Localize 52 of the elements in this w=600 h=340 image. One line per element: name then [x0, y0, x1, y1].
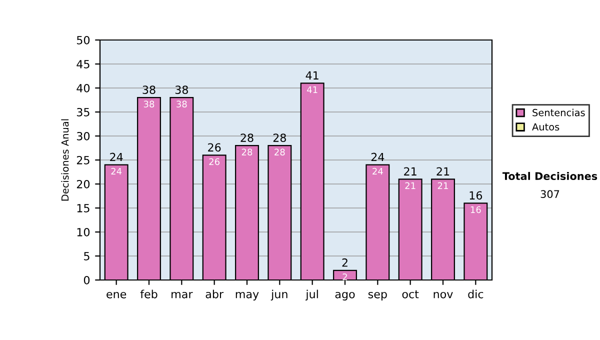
- total-label: 41: [306, 71, 318, 80]
- y-tick-label: 30: [76, 132, 90, 140]
- x-tick-label: ago: [335, 292, 355, 300]
- y-tick-label: 35: [76, 108, 90, 116]
- y-tick-label: 5: [84, 252, 90, 260]
- x-tick-label: feb: [140, 290, 158, 298]
- y-tick-label: 50: [76, 36, 90, 44]
- y-tick-label: 0: [84, 276, 90, 284]
- text: 307: [540, 190, 560, 198]
- data-label: 2: [342, 273, 347, 280]
- y-tick-label: 25: [76, 156, 90, 164]
- data-label: 28: [242, 148, 252, 156]
- data-label: 24: [111, 168, 122, 175]
- legend-label: Sentencias: [532, 108, 585, 116]
- legend-label: Autos: [532, 123, 560, 131]
- x-tick-label: abr: [206, 290, 224, 298]
- total-label: 28: [273, 134, 286, 142]
- x-tick-label: sep: [368, 292, 387, 300]
- data-label: 16: [470, 206, 481, 214]
- total-label: 38: [142, 86, 156, 94]
- total-label: 28: [240, 134, 254, 142]
- data-label: 41: [307, 86, 318, 93]
- total-label: 16: [470, 191, 482, 200]
- data-label: 28: [274, 148, 285, 156]
- y-tick-label: 20: [76, 180, 90, 188]
- y-tick-label: 15: [77, 204, 90, 212]
- total-label: 21: [404, 167, 416, 176]
- x-tick-label: jul: [306, 290, 318, 300]
- data-label: 38: [144, 100, 154, 108]
- total-label: 21: [436, 167, 450, 176]
- total-label: 2: [342, 258, 348, 267]
- x-tick-label: jun: [270, 290, 288, 300]
- x-tick-label: oct: [402, 290, 419, 298]
- y-tick-label: 10: [77, 228, 90, 236]
- x-tick-label: ene: [106, 292, 126, 298]
- total-label: 24: [110, 152, 123, 162]
- y-tick-label: 45: [76, 60, 90, 68]
- data-label: 24: [372, 168, 383, 175]
- data-label: 38: [176, 100, 187, 108]
- data-label: 21: [438, 182, 448, 189]
- total-label: 38: [175, 86, 188, 94]
- total-label: 24: [371, 152, 384, 162]
- data-label: 26: [209, 158, 220, 166]
- x-tick-label: dic: [468, 290, 484, 298]
- y-axis-title: Decisiones Anual: [61, 119, 69, 201]
- data-label: 21: [405, 182, 416, 189]
- total-label: 26: [208, 143, 221, 152]
- x-tick-label: mar: [172, 292, 193, 298]
- x-tick-label: nov: [434, 292, 453, 298]
- x-tick-label: may: [236, 292, 259, 300]
- text: Total Decisiones: [502, 172, 598, 180]
- y-tick-label: 40: [76, 84, 90, 92]
